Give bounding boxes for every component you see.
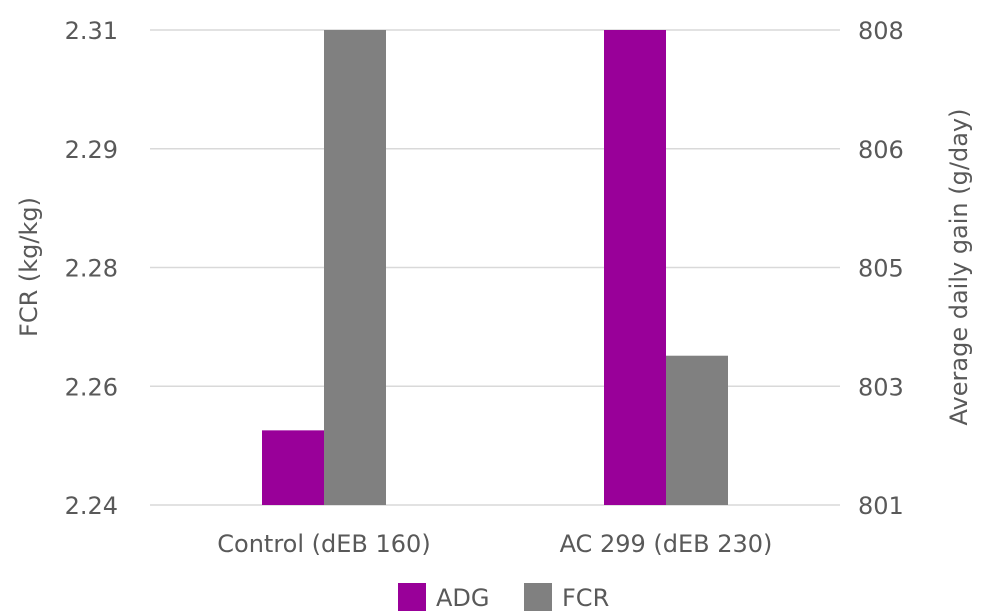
bar-fcr-1 [324, 30, 386, 505]
right-tick-label: 801 [858, 492, 904, 520]
left-axis-ticks: 2.24 2.26 2.28 2.29 2.31 [65, 17, 118, 520]
left-tick-label: 2.28 [65, 255, 118, 283]
category-label: AC 299 (dEB 230) [560, 530, 773, 558]
legend-label-adg: ADG [436, 584, 490, 612]
left-axis-title: FCR (kg/kg) [15, 197, 43, 337]
left-tick-label: 2.31 [65, 17, 118, 45]
bar-adg-1 [262, 430, 324, 505]
legend-swatch-adg [398, 583, 426, 611]
legend: ADG FCR [398, 583, 609, 612]
right-tick-label: 806 [858, 136, 904, 164]
left-tick-label: 2.24 [65, 492, 118, 520]
bar-adg-2 [604, 30, 666, 505]
gridlines [150, 29, 840, 506]
legend-label-fcr: FCR [562, 584, 609, 612]
bar-fcr-2 [666, 355, 728, 505]
left-tick-label: 2.26 [65, 373, 118, 401]
right-axis-ticks: 801 803 805 806 808 [858, 17, 904, 520]
left-tick-label: 2.29 [65, 136, 118, 164]
right-tick-label: 805 [858, 255, 904, 283]
right-tick-label: 803 [858, 373, 904, 401]
legend-swatch-fcr [524, 583, 552, 611]
right-axis-title: Average daily gain (g/day) [945, 109, 973, 426]
category-labels: Control (dEB 160) AC 299 (dEB 230) [217, 530, 772, 558]
bars [262, 30, 728, 505]
right-tick-label: 808 [858, 17, 904, 45]
category-label: Control (dEB 160) [217, 530, 430, 558]
